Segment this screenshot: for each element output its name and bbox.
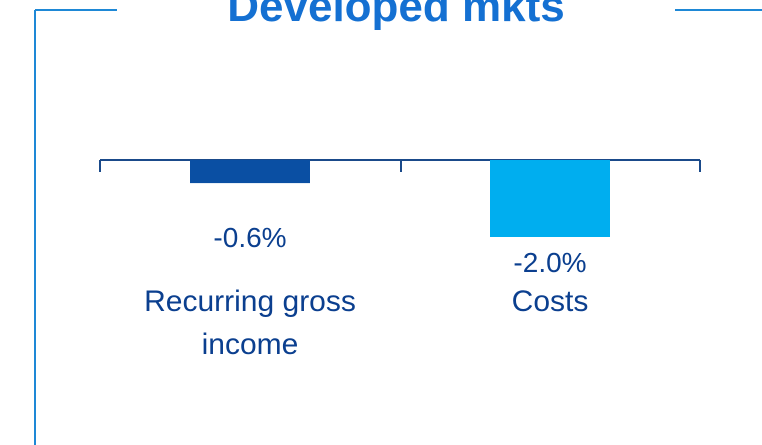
category-label: Recurring gross income [144,285,356,361]
value-label: -0.6% [213,222,287,253]
chart-title: Developed mkts [227,0,565,31]
bar [490,160,610,237]
frame [34,9,762,445]
category-label: Costs [511,285,589,318]
bar [190,160,310,184]
value-label: -2.0% [513,247,587,278]
